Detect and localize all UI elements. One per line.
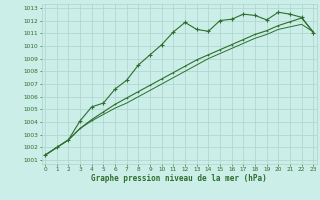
X-axis label: Graphe pression niveau de la mer (hPa): Graphe pression niveau de la mer (hPa) [91, 174, 267, 183]
